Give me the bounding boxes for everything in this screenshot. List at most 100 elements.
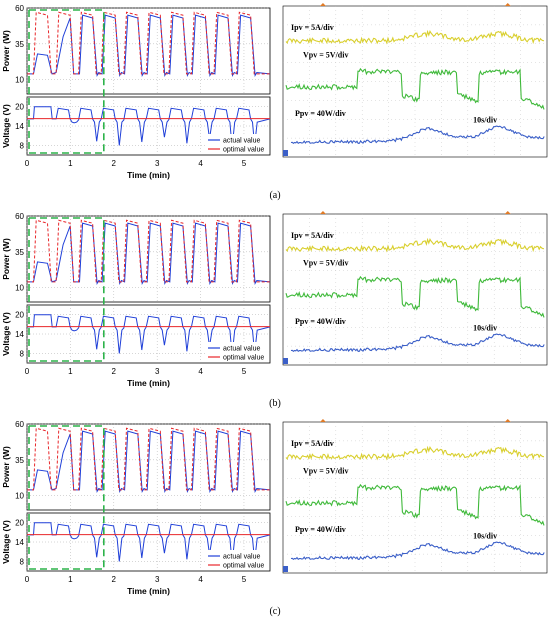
scope-ipv-label: Ipv = 5A/div bbox=[291, 23, 334, 32]
voltage-tick-label: 20 bbox=[15, 103, 24, 112]
scope-channel-marker bbox=[283, 150, 288, 156]
x-tick-label: 4 bbox=[198, 575, 203, 584]
panel-label: (b) bbox=[269, 398, 281, 409]
first-stage-bracket bbox=[29, 425, 105, 569]
power-tick-label: 60 bbox=[15, 4, 24, 13]
scope-vpv-trace bbox=[285, 67, 545, 110]
power-tick-label: 35 bbox=[15, 248, 24, 257]
scope-vpv-trace bbox=[285, 275, 545, 318]
power-axis-label: Power (W) bbox=[1, 446, 11, 488]
power-tick-label: 10 bbox=[15, 76, 24, 85]
power-tick-label: 35 bbox=[15, 456, 24, 465]
x-tick-label: 4 bbox=[198, 159, 203, 168]
scope-ppv-label: Ppv = 40W/div bbox=[295, 109, 346, 118]
legend-actual-label: actual value bbox=[223, 554, 260, 561]
voltage-actual-line bbox=[27, 522, 271, 564]
voltage-tick-label: 14 bbox=[15, 330, 24, 339]
power-axis-label: Power (W) bbox=[1, 238, 11, 280]
power-optimal-line bbox=[27, 427, 270, 491]
scope-channel-marker bbox=[283, 358, 288, 364]
voltage-tick-label: 14 bbox=[15, 538, 24, 547]
scope-ipv-label: Ipv = 5A/div bbox=[291, 231, 334, 240]
x-tick-label: 2 bbox=[112, 367, 117, 376]
scope-vpv-label: Vpv = 5V/div bbox=[303, 50, 348, 59]
panel-a: 0 1 2 3 4 5 10 35 60 8 14 20 Power (W) Voltage (V) Tim… bbox=[1, 3, 548, 201]
x-tick-label: 5 bbox=[242, 575, 247, 584]
scope-trigger-marker bbox=[504, 419, 511, 422]
power-optimal-line bbox=[27, 11, 270, 75]
scope-vpv-label: Vpv = 5V/div bbox=[303, 258, 348, 267]
voltage-actual-line bbox=[27, 314, 271, 356]
voltage-axis-label: Voltage (V) bbox=[1, 312, 11, 356]
scope-channel-marker bbox=[283, 566, 288, 572]
x-tick-label: 0 bbox=[25, 367, 30, 376]
voltage-tick-label: 20 bbox=[15, 311, 24, 320]
x-axis-label: Time (min) bbox=[127, 170, 170, 180]
first-stage-bracket bbox=[28, 218, 104, 362]
scope-vpv-trace bbox=[285, 483, 545, 526]
x-axis-label: Time (min) bbox=[127, 378, 170, 388]
voltage-tick-label: 8 bbox=[20, 557, 25, 566]
x-tick-label: 2 bbox=[112, 159, 117, 168]
scope-ipv-trace bbox=[285, 29, 545, 45]
scope-trigger-marker bbox=[319, 3, 326, 6]
scope-timebase-label: 10s/div bbox=[473, 115, 497, 124]
scope-ipv-trace bbox=[285, 237, 545, 253]
legend-optimal-label: optimal value bbox=[223, 147, 264, 154]
voltage-tick-label: 8 bbox=[20, 141, 25, 150]
x-tick-label: 0 bbox=[25, 575, 30, 584]
legend-actual-label: actual value bbox=[223, 346, 260, 353]
panel-label: (a) bbox=[269, 190, 280, 201]
x-tick-label: 0 bbox=[25, 159, 30, 168]
x-tick-label: 3 bbox=[155, 575, 160, 584]
scope-vpv-label: Vpv = 5V/div bbox=[303, 466, 348, 475]
scope-trigger-marker bbox=[504, 3, 511, 6]
scope-trigger-marker bbox=[319, 211, 326, 214]
legend-actual-label: actual value bbox=[223, 138, 260, 145]
power-tick-label: 60 bbox=[15, 420, 24, 429]
scope-timebase-label: 10s/div bbox=[473, 531, 497, 540]
voltage-tick-label: 20 bbox=[15, 519, 24, 528]
x-tick-label: 5 bbox=[242, 159, 247, 168]
x-tick-label: 1 bbox=[68, 575, 73, 584]
scope-ppv-trace bbox=[290, 125, 545, 145]
scope-ppv-trace bbox=[290, 333, 545, 353]
power-axis-label: Power (W) bbox=[1, 30, 11, 72]
voltage-tick-label: 14 bbox=[15, 122, 24, 131]
voltage-axis-label: Voltage (V) bbox=[1, 104, 11, 148]
x-tick-label: 2 bbox=[112, 575, 117, 584]
power-tick-label: 60 bbox=[15, 212, 24, 221]
legend-optimal-label: optimal value bbox=[223, 355, 264, 362]
power-tick-label: 35 bbox=[15, 40, 24, 49]
legend-box bbox=[206, 342, 269, 362]
panel-b: 0 1 2 3 4 5 10 35 60 8 14 20 Power (W) Voltage (V) Tim… bbox=[1, 211, 548, 409]
legend-optimal-label: optimal value bbox=[223, 563, 264, 570]
power-tick-label: 10 bbox=[15, 492, 24, 501]
scope-trigger-marker bbox=[319, 419, 326, 422]
first-stage-bracket bbox=[28, 426, 104, 570]
legend-box bbox=[206, 134, 269, 154]
x-tick-label: 3 bbox=[155, 367, 160, 376]
scope-ppv-label: Ppv = 40W/div bbox=[295, 525, 346, 534]
power-tick-label: 10 bbox=[15, 284, 24, 293]
first-stage-bracket bbox=[29, 217, 105, 361]
voltage-tick-label: 8 bbox=[20, 349, 25, 358]
panel-label: (c) bbox=[269, 606, 280, 617]
power-optimal-line bbox=[27, 219, 270, 283]
voltage-actual-line bbox=[27, 106, 271, 148]
scope-trigger-marker bbox=[504, 211, 511, 214]
panel-c: 0 1 2 3 4 5 10 35 60 8 14 20 Power (W) Voltage (V) Tim… bbox=[1, 419, 548, 617]
x-tick-label: 5 bbox=[242, 367, 247, 376]
first-stage-bracket bbox=[28, 10, 104, 154]
scope-ppv-trace bbox=[290, 541, 545, 561]
x-tick-label: 4 bbox=[198, 367, 203, 376]
scope-timebase-label: 10s/div bbox=[473, 323, 497, 332]
scope-ipv-label: Ipv = 5A/div bbox=[291, 439, 334, 448]
x-tick-label: 1 bbox=[68, 367, 73, 376]
legend-box bbox=[206, 550, 269, 570]
scope-ppv-label: Ppv = 40W/div bbox=[295, 317, 346, 326]
x-tick-label: 1 bbox=[68, 159, 73, 168]
voltage-axis-label: Voltage (V) bbox=[1, 520, 11, 564]
x-tick-label: 3 bbox=[155, 159, 160, 168]
